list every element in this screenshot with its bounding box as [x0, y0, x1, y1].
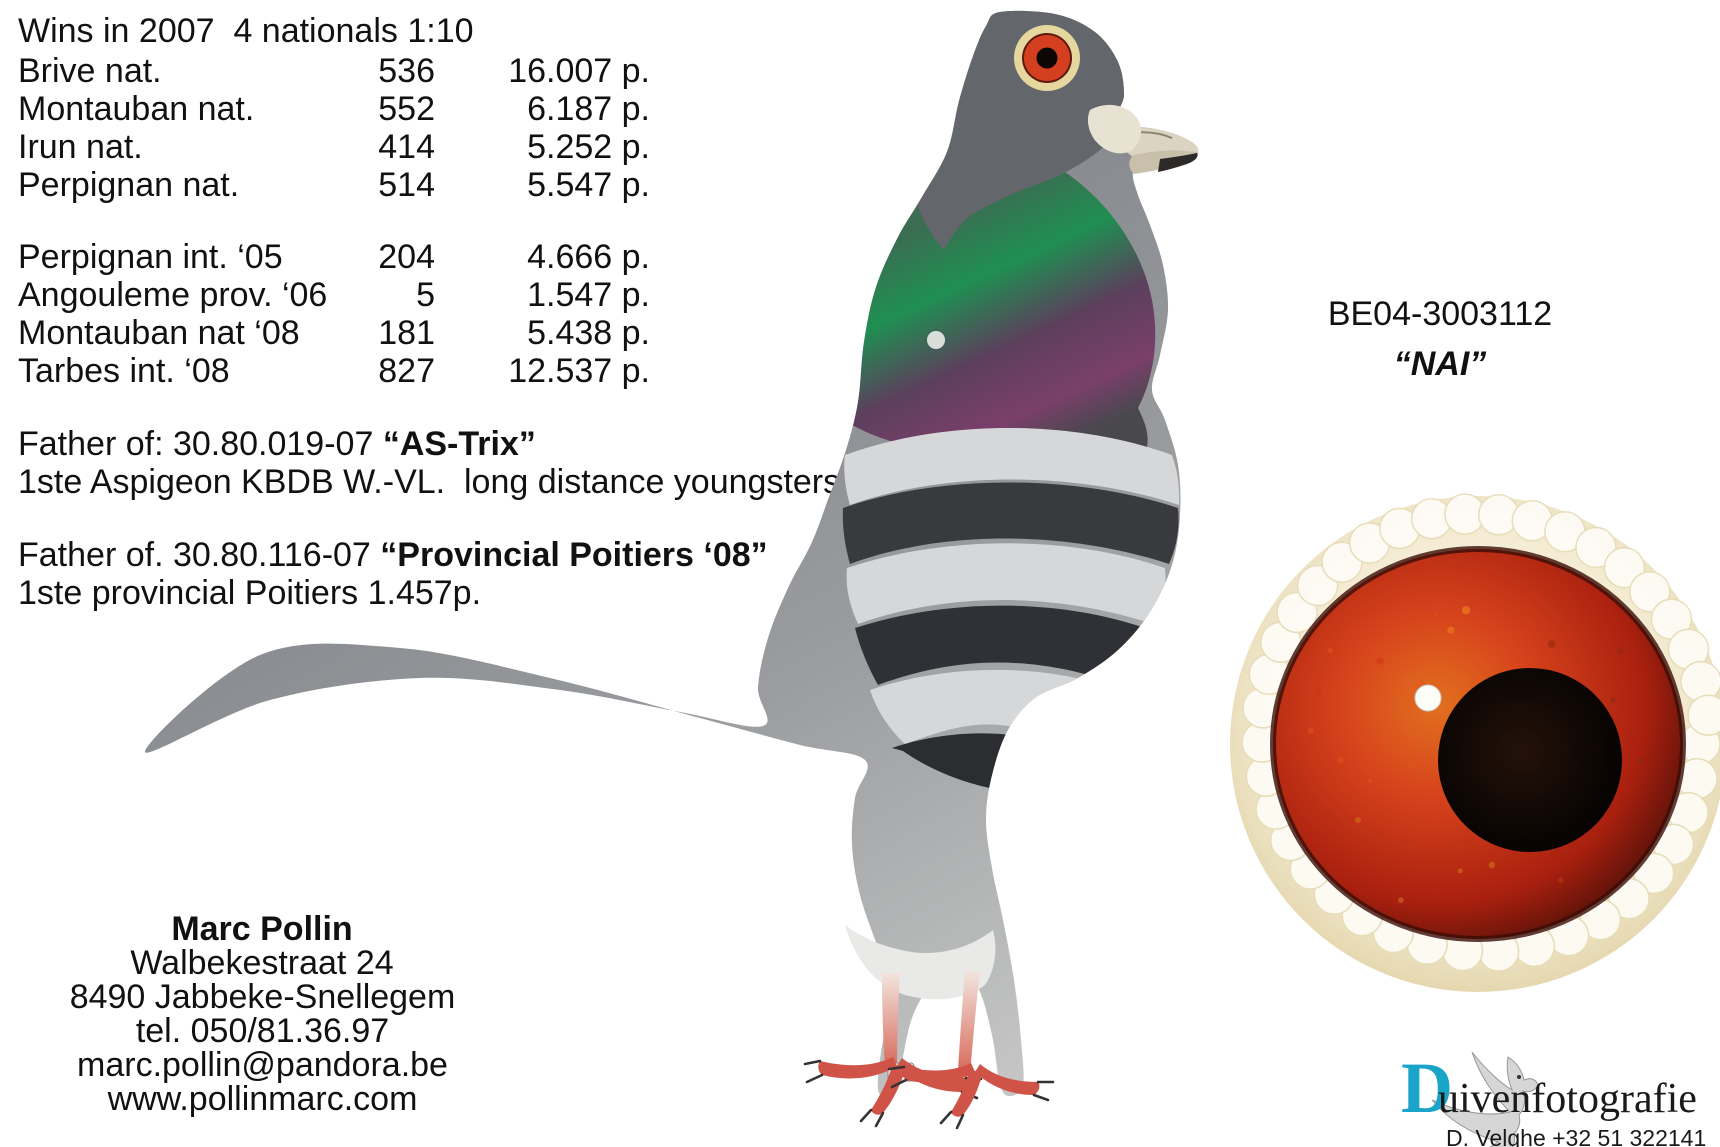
svg-text:D. Velghe +32 51 322141: D. Velghe +32 51 322141: [1446, 1125, 1706, 1147]
svg-text:uivenfotografie: uivenfotografie: [1438, 1076, 1697, 1122]
